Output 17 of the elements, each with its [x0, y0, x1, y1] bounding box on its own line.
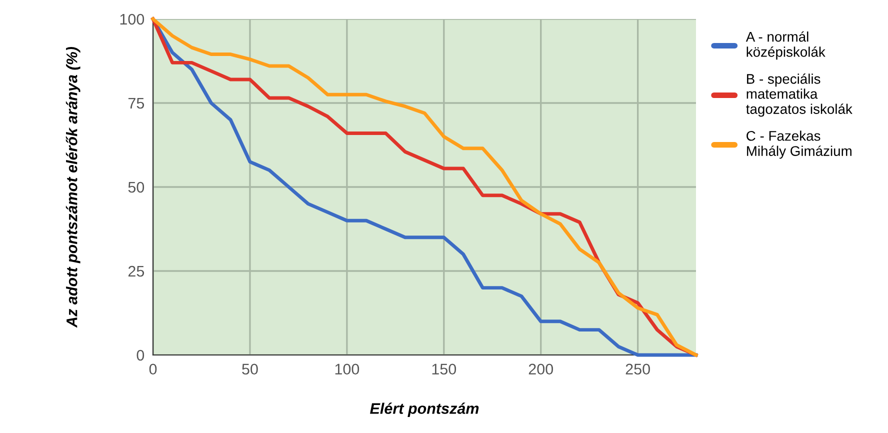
x-axis-title: Elért pontszám [370, 402, 479, 417]
y-axis-title: Az adott pontszámot elérők aránya (%) [66, 46, 80, 328]
x-tick-label: 50 [242, 364, 258, 375]
legend-label: B - speciális matematika tagozatos iskolák [746, 73, 852, 117]
x-tick-label: 150 [432, 364, 456, 375]
x-tick-label: 0 [149, 364, 157, 375]
legend-label: C - Fazekas Mihály Gimázium [746, 130, 852, 159]
y-tick-label: 50 [128, 182, 144, 193]
y-tick-label: 100 [120, 14, 144, 25]
legend-label: A - normál középiskolák [746, 31, 826, 60]
line-series [151, 17, 698, 357]
y-tick-label: 75 [128, 98, 144, 109]
y-tick-label: 25 [128, 266, 144, 277]
x-tick-label: 100 [335, 364, 360, 375]
x-tick-label: 250 [626, 364, 650, 375]
y-tick-label: 0 [136, 350, 144, 361]
x-tick-label: 200 [528, 364, 554, 375]
